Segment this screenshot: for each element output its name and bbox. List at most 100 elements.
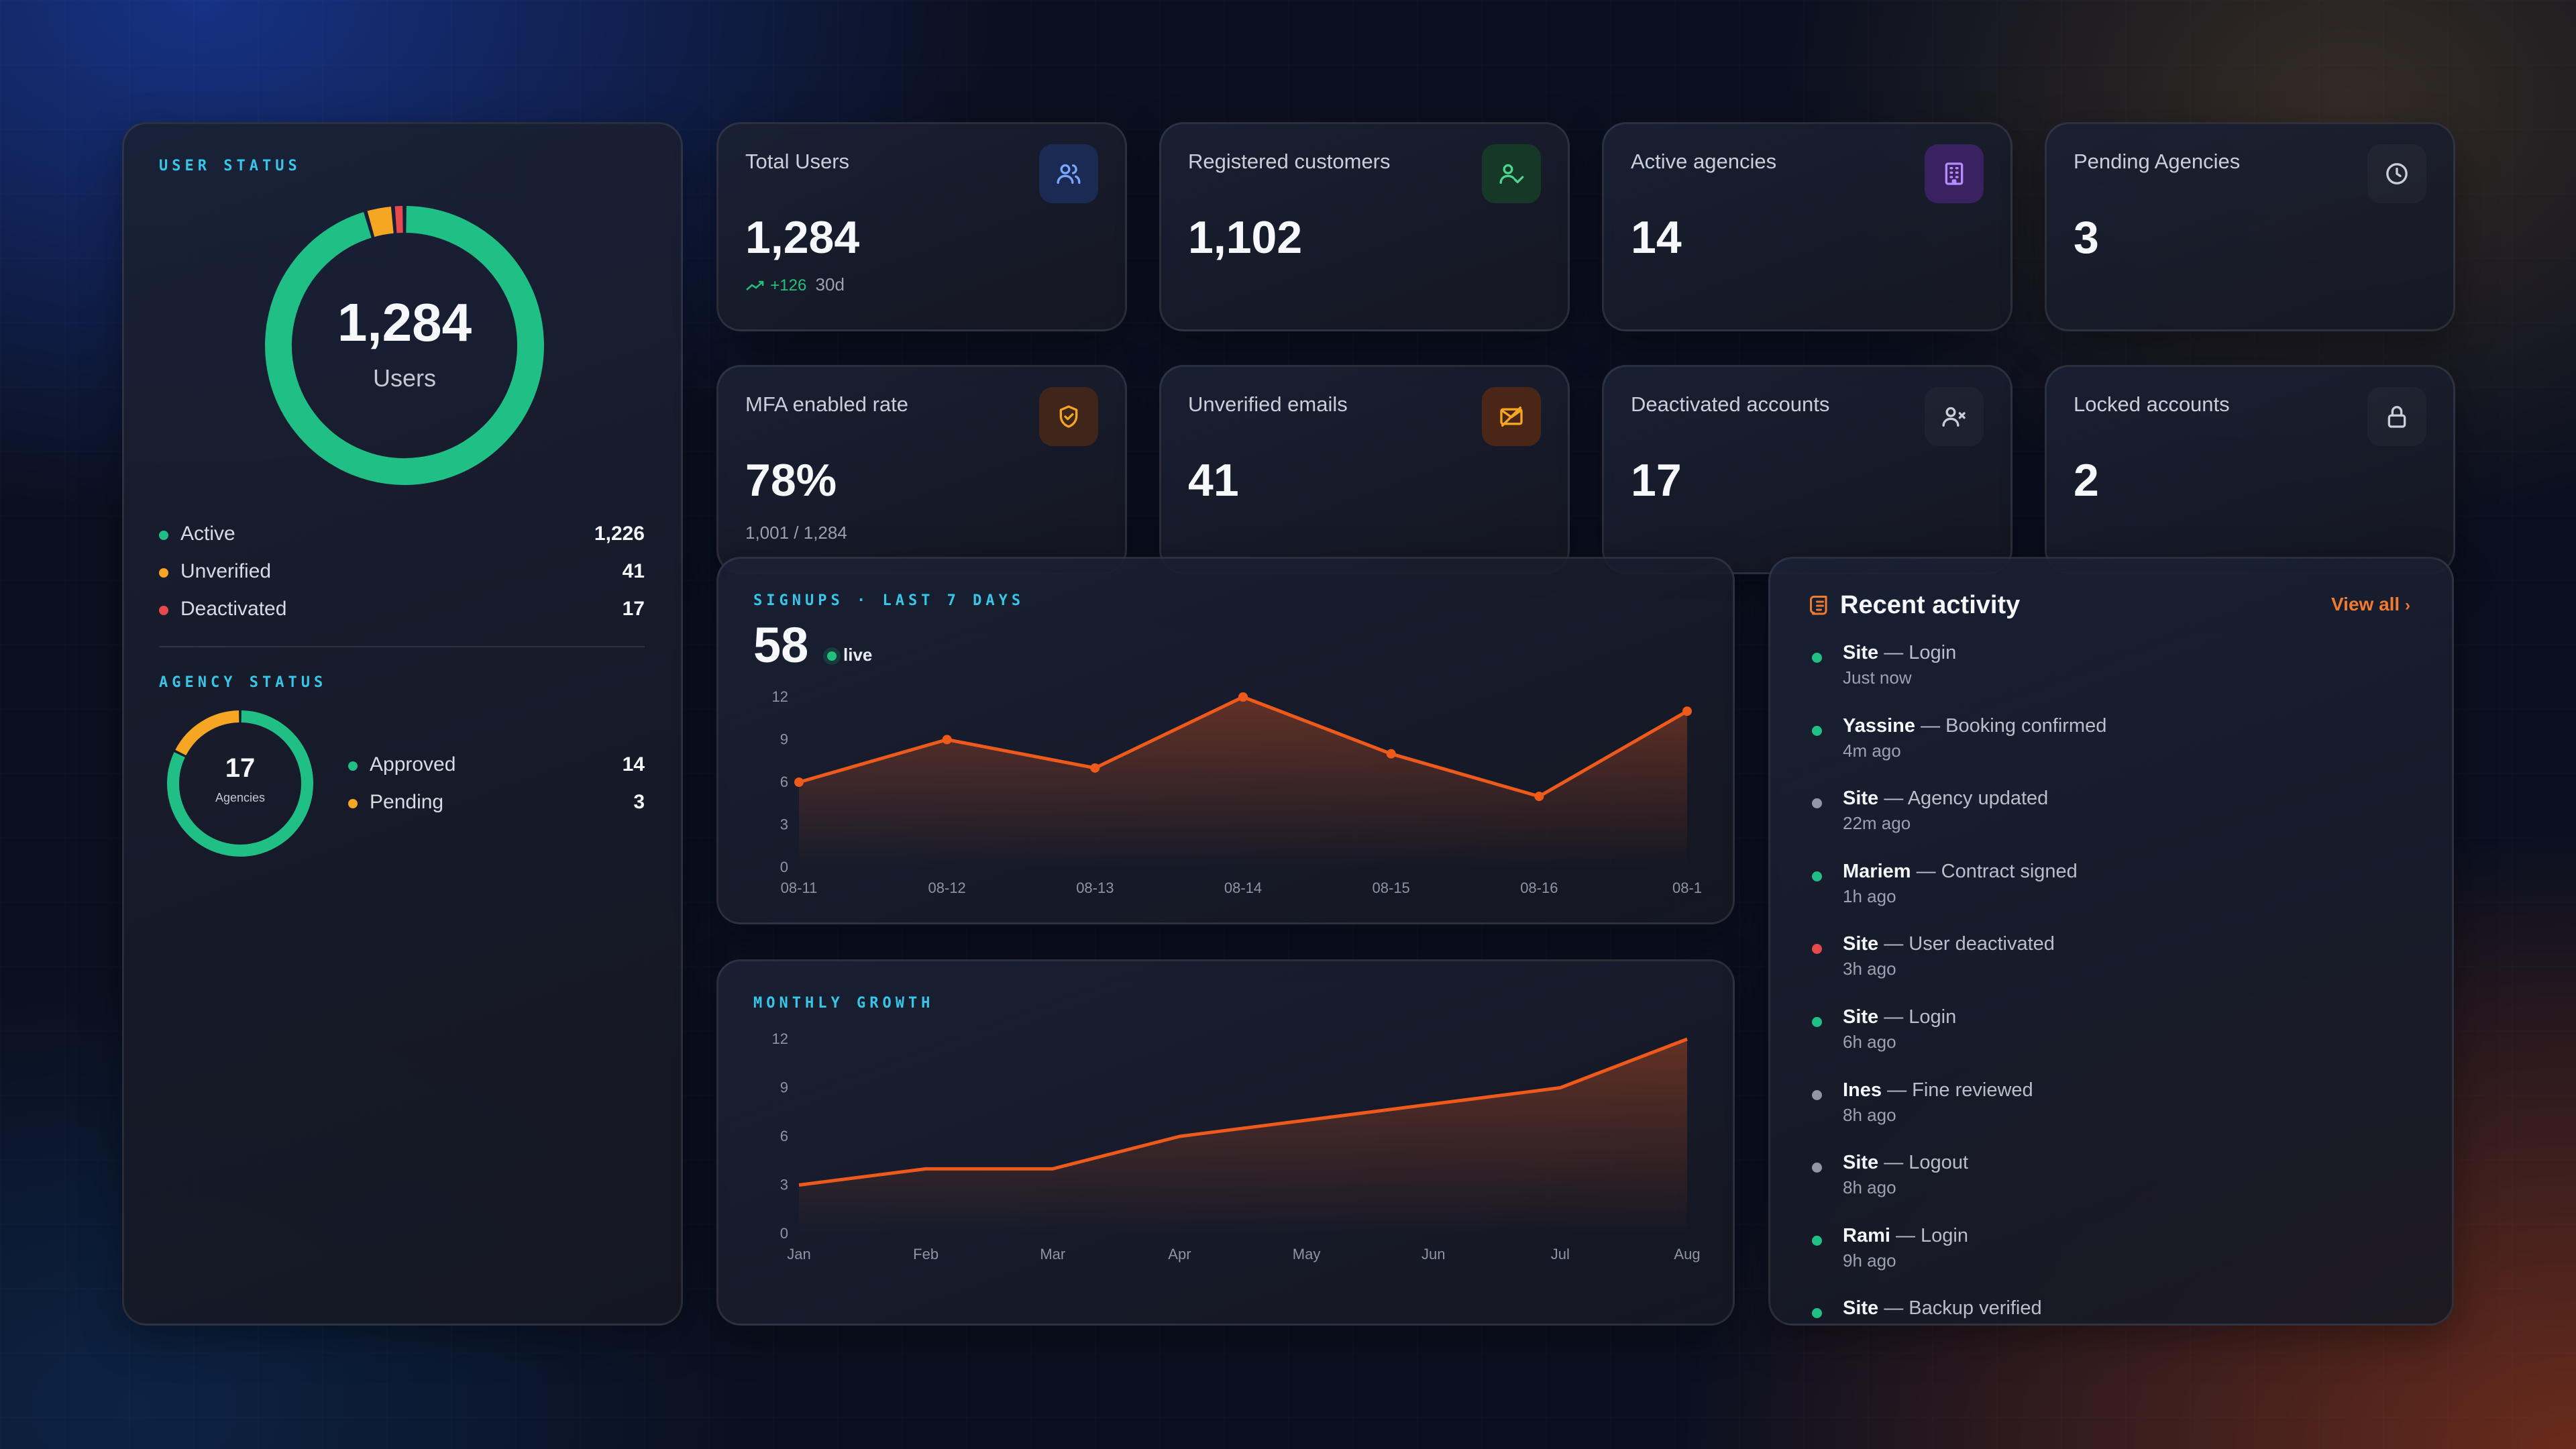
activity-action: — Login bbox=[1890, 1224, 1968, 1246]
activity-action: — Login bbox=[1878, 642, 1957, 663]
y-tick-label: 3 bbox=[780, 816, 788, 833]
activity-item[interactable]: Site — Logout 8h ago bbox=[1812, 1152, 2402, 1219]
activity-item[interactable]: Yassine — Booking confirmed 4m ago bbox=[1812, 715, 2402, 782]
status-dot bbox=[1812, 1163, 1822, 1173]
status-dot bbox=[1812, 944, 1822, 955]
activity-text: Site — Backup verified bbox=[1843, 1297, 2042, 1320]
activity-item[interactable]: Site — Agency updated 22m ago bbox=[1812, 788, 2402, 855]
user-status-donut bbox=[265, 206, 544, 485]
series-line bbox=[798, 1037, 1688, 1187]
activity-action: — Booking confirmed bbox=[1915, 714, 2107, 737]
activity-item[interactable]: Site — User deactivated 3h ago bbox=[1812, 933, 2402, 1000]
trend-value: +126 bbox=[770, 276, 807, 294]
activity-title: Recent activity bbox=[1840, 591, 2021, 619]
card-value: 2 bbox=[2074, 455, 2099, 506]
donut-segment-active bbox=[265, 206, 544, 485]
trend-up-icon bbox=[746, 280, 764, 291]
activity-text: Site — Agency updated bbox=[1843, 788, 2048, 810]
activity-action: — Backup verified bbox=[1878, 1297, 2042, 1320]
agency-total-label: Agencies bbox=[215, 791, 266, 804]
status-panel: USER STATUS 1,284 Users Active 1,226 Unv… bbox=[122, 122, 683, 1326]
user-status-heading: USER STATUS bbox=[159, 158, 301, 174]
status-dot bbox=[1812, 1235, 1822, 1246]
chevron-right-icon: › bbox=[2405, 596, 2410, 614]
activity-time: 8h ago bbox=[1843, 1104, 1896, 1125]
activity-item[interactable]: Rami — Login 9h ago bbox=[1812, 1225, 2402, 1292]
data-point bbox=[1386, 749, 1396, 759]
y-tick-label: 0 bbox=[780, 1225, 788, 1242]
activity-item[interactable]: Mariem — Contract signed 1h ago bbox=[1812, 861, 2402, 928]
user-total-label: Users bbox=[372, 364, 436, 392]
activity-item[interactable]: Ines — Fine reviewed 8h ago bbox=[1812, 1079, 2402, 1146]
activity-actor: Site bbox=[1843, 642, 1879, 663]
card-title: Total Users bbox=[745, 150, 850, 173]
live-label: live bbox=[843, 645, 873, 665]
card-deactivated-accounts[interactable]: Deactivated accounts 17 bbox=[1602, 365, 2012, 574]
card-title: Deactivated accounts bbox=[1631, 392, 1830, 416]
card-pending-agencies[interactable]: Pending Agencies 3 bbox=[2045, 122, 2455, 331]
activity-actor: Site bbox=[1843, 933, 1879, 955]
activity-actor: Mariem bbox=[1843, 860, 1911, 882]
activity-time: 8h ago bbox=[1843, 1177, 1896, 1198]
status-dot bbox=[1812, 653, 1822, 663]
agency-status-donut bbox=[167, 710, 313, 857]
card-active-agencies[interactable]: Active agencies 14 bbox=[1602, 122, 2012, 331]
y-tick-label: 12 bbox=[772, 1030, 788, 1047]
view-all-link[interactable]: View all › bbox=[2331, 594, 2410, 615]
card-value: 3 bbox=[2074, 212, 2099, 263]
users-icon bbox=[1039, 144, 1098, 203]
status-dot bbox=[1812, 725, 1822, 736]
agency-status-heading: AGENCY STATUS bbox=[159, 674, 327, 691]
activity-item[interactable]: Site — Login Just now bbox=[1812, 642, 2402, 709]
legend-label: Approved bbox=[370, 753, 456, 775]
live-dot bbox=[827, 651, 837, 661]
legend-active: Active 1,226 bbox=[159, 519, 645, 552]
legend-label: Unverified bbox=[180, 560, 272, 582]
lock-icon bbox=[2367, 387, 2426, 446]
unverified-dot bbox=[159, 568, 168, 578]
legend-label: Deactivated bbox=[180, 598, 287, 620]
card-title: Registered customers bbox=[1188, 150, 1391, 173]
agency-total: 17 bbox=[225, 753, 256, 783]
card-sub: 1,001 / 1,284 bbox=[745, 523, 847, 543]
data-point bbox=[794, 777, 804, 787]
card-mfa-rate[interactable]: MFA enabled rate 78% 1,001 / 1,284 bbox=[716, 365, 1127, 574]
card-title: MFA enabled rate bbox=[745, 392, 908, 416]
activity-item[interactable]: Site — Backup verified 11h ago bbox=[1812, 1297, 2402, 1324]
status-dot bbox=[1812, 798, 1822, 809]
status-dot bbox=[1812, 871, 1822, 881]
status-dot bbox=[1812, 1017, 1822, 1027]
card-locked-accounts[interactable]: Locked accounts 2 bbox=[2045, 365, 2455, 574]
x-tick-label: Aug bbox=[1674, 1246, 1700, 1263]
live-badge: live bbox=[827, 645, 872, 665]
donut-segment-unverified bbox=[367, 206, 394, 237]
legend-label: Pending bbox=[370, 791, 444, 813]
signups-chart: 0 3 6 9 12 08-11 08-12 08-13 08-14 08-15 08-16 08-1 bbox=[772, 688, 1703, 896]
card-value: 14 bbox=[1631, 212, 1682, 263]
scroll-text-icon bbox=[1810, 596, 1827, 615]
activity-actor: Site bbox=[1843, 1297, 1879, 1320]
card-value: 41 bbox=[1188, 455, 1239, 506]
x-tick-label: 08-13 bbox=[1076, 879, 1114, 896]
activity-item[interactable]: Site — Login 6h ago bbox=[1812, 1006, 2402, 1073]
y-tick-label: 9 bbox=[780, 731, 788, 748]
card-total-users[interactable]: Total Users 1,284 +126 30d bbox=[716, 122, 1127, 331]
status-dot bbox=[1812, 1308, 1822, 1319]
legend-value: 3 bbox=[633, 791, 645, 813]
monthly-chart-panel: MONTHLY GROWTH 0 3 6 9 12 Jan Feb Mar Apr May Jun J… bbox=[716, 959, 1735, 1326]
y-tick-label: 6 bbox=[780, 1128, 788, 1144]
legend-value: 14 bbox=[622, 753, 645, 775]
x-tick-label: 08-15 bbox=[1373, 879, 1410, 896]
signups-heading: SIGNUPS · LAST 7 DAYS bbox=[753, 592, 1025, 609]
x-tick-label: Feb bbox=[913, 1246, 938, 1263]
activity-action: — Logout bbox=[1878, 1152, 1969, 1174]
activity-text: Ines — Fine reviewed bbox=[1843, 1079, 2033, 1102]
activity-time: 22m ago bbox=[1843, 813, 1911, 834]
activity-time: 4m ago bbox=[1843, 740, 1901, 761]
activity-time: 3h ago bbox=[1843, 959, 1896, 979]
active-dot bbox=[159, 531, 168, 540]
monthly-heading: MONTHLY GROWTH bbox=[753, 995, 934, 1012]
x-tick-label: 08-12 bbox=[928, 879, 966, 896]
card-registered-customers[interactable]: Registered customers 1,102 bbox=[1159, 122, 1570, 331]
card-unverified-emails[interactable]: Unverified emails 41 bbox=[1159, 365, 1570, 574]
